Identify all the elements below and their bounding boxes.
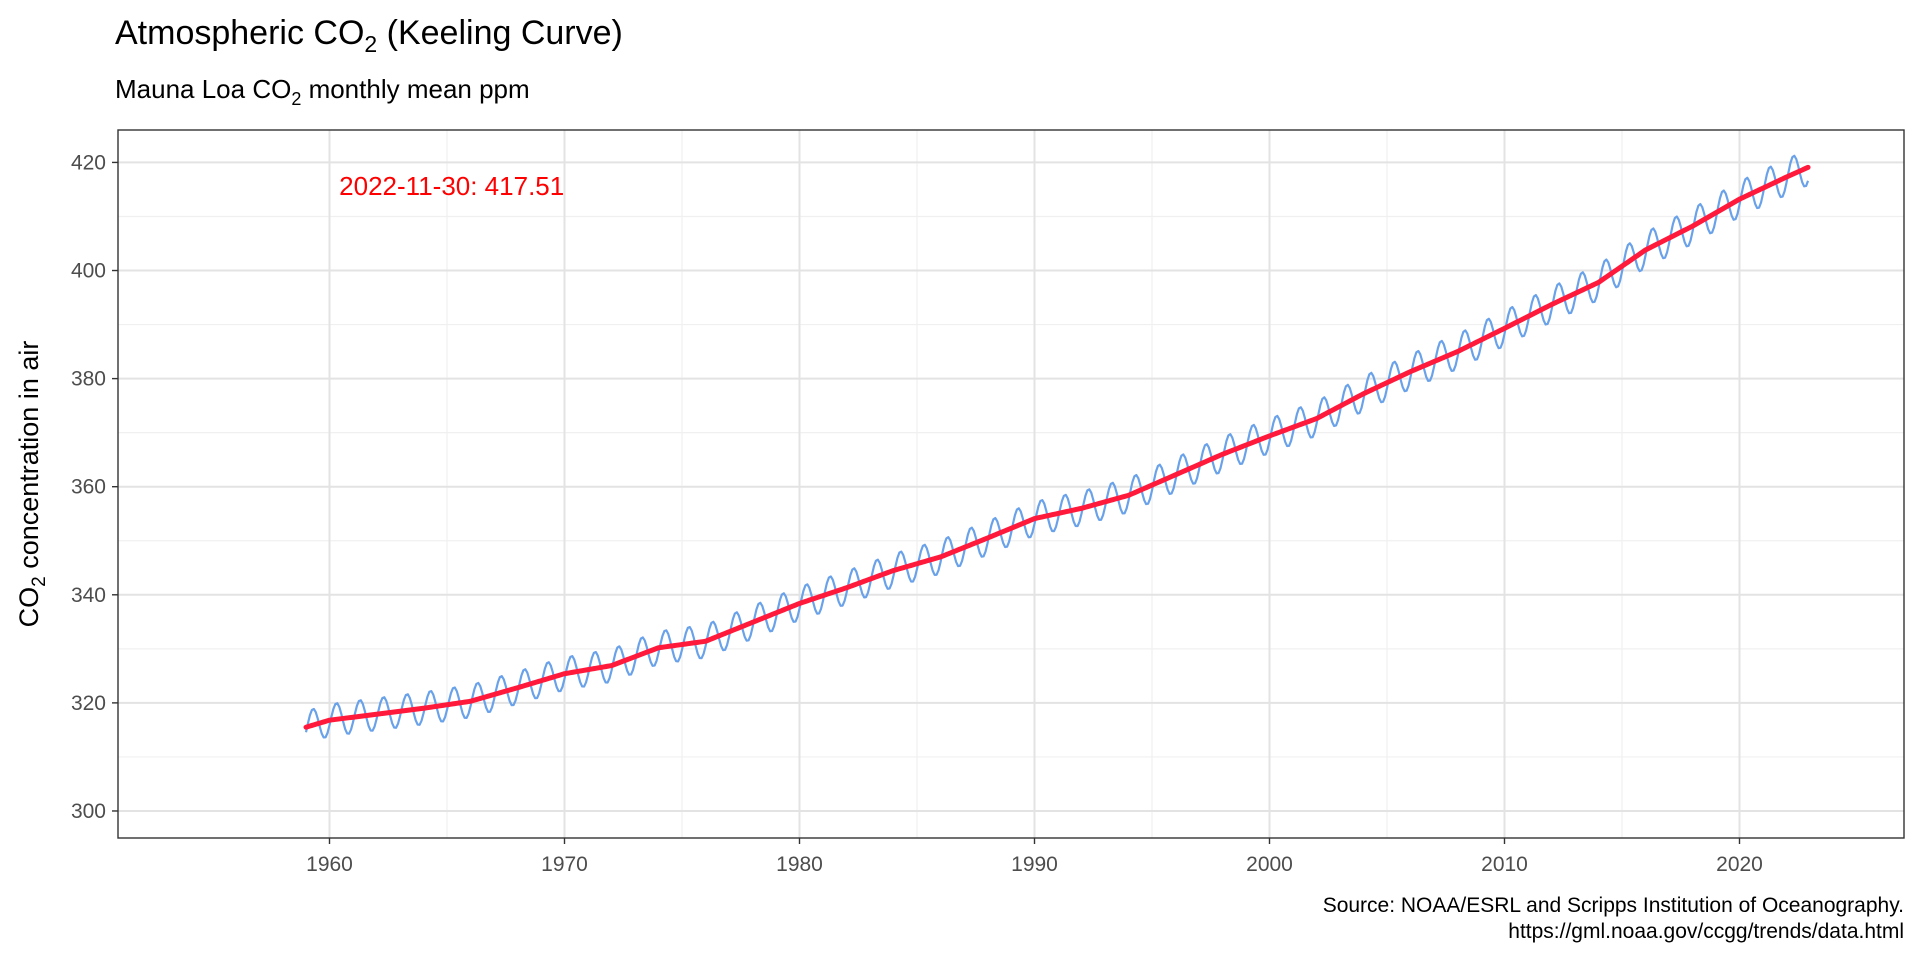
- y-axis-label: CO2 concentration in air: [14, 341, 50, 628]
- y-axis-label-tail: concentration in air: [14, 341, 44, 577]
- chart-title-main: Atmospheric CO: [115, 14, 364, 52]
- y-tick-label: 420: [71, 151, 106, 174]
- y-tick-label: 380: [71, 368, 106, 391]
- x-tick-label: 1960: [306, 853, 353, 876]
- x-tick-label: 2000: [1246, 853, 1293, 876]
- chart-subtitle-main: Mauna Loa CO: [115, 74, 291, 104]
- x-tick-label: 1980: [776, 853, 823, 876]
- monthly-mean-line: [304, 154, 1810, 739]
- y-tick-label: 340: [71, 584, 106, 607]
- chart-subtitle: Mauna Loa CO2 monthly mean ppm: [115, 74, 530, 109]
- y-tick-label: 300: [71, 800, 106, 823]
- chart-title-tail: (Keeling Curve): [377, 14, 623, 52]
- x-axis: 1960 1970 1980 1990 2000 2010 2020: [306, 838, 1763, 876]
- x-tick-label: 2010: [1481, 853, 1528, 876]
- chart-subtitle-tail: monthly mean ppm: [301, 74, 529, 104]
- plot-border: [117, 129, 1905, 839]
- y-axis-label-main: CO: [14, 587, 44, 628]
- y-tick-label: 320: [71, 692, 106, 715]
- chart-title: Atmospheric CO2 (Keeling Curve): [115, 14, 623, 57]
- x-tick-label: 1970: [541, 853, 588, 876]
- x-tick-label: 1990: [1011, 853, 1058, 876]
- source-url: https://gml.noaa.gov/ccgg/trends/data.ht…: [1508, 920, 1904, 943]
- chart-title-subscript: 2: [364, 31, 377, 57]
- y-tick-label: 400: [71, 260, 106, 283]
- x-tick-label: 2020: [1716, 853, 1763, 876]
- trend-line: [303, 164, 1811, 730]
- series-layer: [303, 154, 1811, 739]
- y-tick-label: 360: [71, 476, 106, 499]
- y-axis: 300 320 340 360 380 400 420: [71, 151, 118, 823]
- y-axis-label-subscript: 2: [29, 576, 50, 587]
- grid-lines: [118, 130, 1904, 838]
- chart-subtitle-subscript: 2: [291, 89, 301, 109]
- plot-panel: [118, 130, 1904, 838]
- source-caption: Source: NOAA/ESRL and Scripps Institutio…: [1323, 894, 1904, 917]
- latest-value-annotation: 2022-11-30: 417.51: [339, 171, 564, 201]
